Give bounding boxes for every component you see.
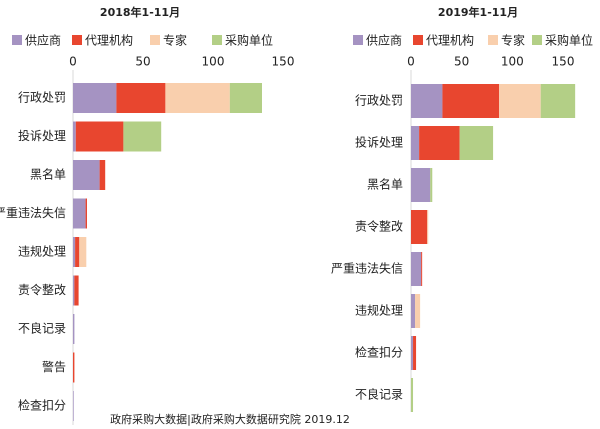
bar-segment [411, 378, 414, 412]
bar-segment [73, 391, 74, 421]
bar-segment [85, 198, 87, 229]
x-tick-label: 150 [272, 55, 295, 69]
bar-segment [459, 126, 494, 160]
legend-label: 供应商 [366, 33, 402, 48]
y-tick-label: 责令整改 [355, 219, 403, 234]
legend-label: 代理机构 [85, 33, 133, 48]
bar-segment [99, 160, 106, 190]
chart-title: 2018年1-11月 [100, 5, 180, 19]
bar-segment [499, 84, 541, 118]
bar-segment [411, 84, 443, 118]
bar-segment [411, 336, 414, 370]
bar-segment [419, 126, 460, 160]
legend-swatch [532, 35, 542, 45]
bar-segment [540, 84, 576, 118]
legend-swatch [212, 35, 222, 45]
bar-segment [229, 83, 262, 113]
bar-segment [411, 126, 420, 160]
y-tick-label: 警告 [42, 359, 66, 374]
x-tick-label: 50 [135, 55, 150, 69]
x-tick-label: 0 [69, 55, 77, 69]
chart-title: 2019年1-11月 [438, 5, 518, 19]
bar-segment [442, 84, 500, 118]
bar-segment [75, 121, 124, 152]
y-tick-label: 不良记录 [355, 387, 403, 402]
legend-label: 采购单位 [545, 33, 593, 48]
bar-segment [75, 237, 80, 267]
y-tick-label: 黑名单 [30, 167, 66, 182]
bar-segment [73, 352, 75, 383]
bar-segment [73, 198, 86, 229]
bar-segment [73, 160, 100, 190]
bar-segment [415, 294, 421, 328]
bar-segment [73, 275, 75, 306]
y-tick-label: 违规处理 [18, 244, 66, 259]
y-tick-label: 严重违法失信 [0, 205, 66, 220]
y-tick-label: 黑名单 [367, 177, 403, 192]
x-tick-label: 100 [202, 55, 225, 69]
legend-label: 专家 [501, 33, 525, 48]
x-tick-label: 150 [552, 55, 575, 69]
y-tick-label: 违规处理 [355, 303, 403, 318]
bar-segment [79, 237, 87, 267]
legend-swatch [413, 35, 423, 45]
legend-label: 代理机构 [426, 33, 474, 48]
legend-label: 供应商 [25, 33, 61, 48]
y-tick-label: 投诉处理 [355, 135, 403, 150]
legend-swatch [12, 35, 22, 45]
x-tick-label: 50 [454, 55, 469, 69]
bar-segment [123, 121, 162, 152]
legend-swatch [353, 35, 363, 45]
bar-segment [430, 168, 433, 202]
bar-segment [411, 210, 428, 244]
legend-swatch [72, 35, 82, 45]
y-tick-label: 检查扣分 [355, 345, 403, 360]
bar-segment [411, 252, 422, 286]
bar-segment [73, 83, 117, 113]
bar-segment [73, 237, 76, 267]
legend-label: 采购单位 [225, 33, 273, 48]
bar-segment [165, 83, 230, 113]
legend-label: 专家 [163, 33, 187, 48]
bar-segment [116, 83, 166, 113]
y-tick-label: 检查扣分 [18, 398, 66, 413]
bar-segment [411, 294, 416, 328]
y-tick-label: 责令整改 [18, 282, 66, 297]
bar-segment [73, 121, 76, 152]
y-tick-label: 行政处罚 [18, 91, 66, 105]
x-tick-label: 100 [501, 55, 524, 69]
bar-segment [427, 210, 429, 244]
bar-segment [421, 252, 423, 286]
bar-segment [413, 336, 417, 370]
legend-swatch [488, 35, 498, 45]
y-tick-label: 投诉处理 [18, 128, 66, 143]
bar-segment [411, 168, 431, 202]
bar-segment [73, 314, 75, 344]
legend-swatch [150, 35, 160, 45]
bar-segment [74, 275, 79, 306]
y-tick-label: 不良记录 [18, 321, 66, 336]
y-tick-label: 严重违法失信 [331, 261, 403, 276]
x-tick-label: 0 [407, 55, 415, 69]
source: 政府采购大数据|政府采购大数据研究院 2019.12 [110, 412, 350, 426]
y-tick-label: 行政处罚 [355, 94, 403, 108]
